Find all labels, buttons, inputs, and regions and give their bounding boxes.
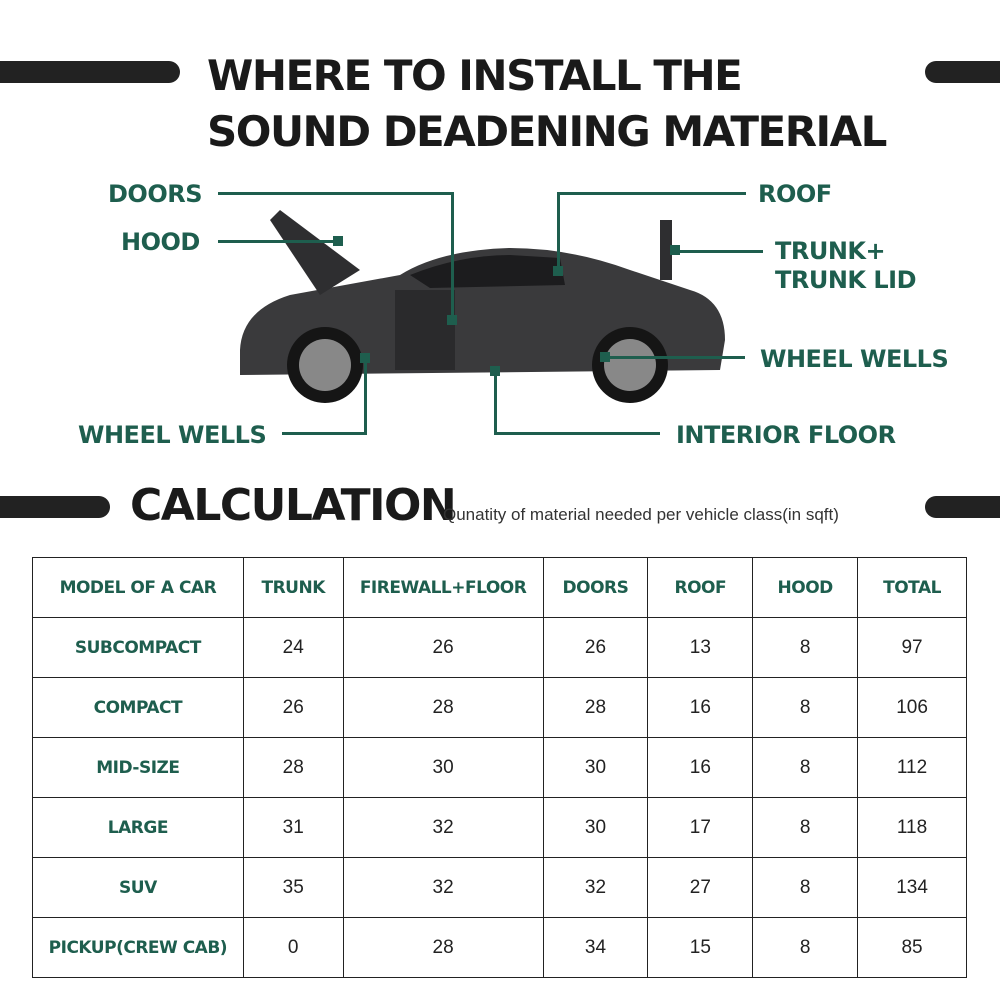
leader-line [494, 370, 497, 435]
value-cell: 35 [242, 857, 344, 918]
label-wheel-wells-left: WHEEL WELLS [78, 421, 267, 449]
table-row: PICKUP(CREW CAB) 0 28 34 15 8 85 [32, 917, 967, 978]
table-row: SUBCOMPACT 24 26 26 13 8 97 [32, 617, 967, 678]
leader-line [675, 250, 763, 253]
value-cell: 17 [647, 797, 754, 858]
value-cell: 30 [342, 737, 544, 798]
value-cell: 8 [752, 617, 859, 678]
label-trunk-lid: TRUNK LID [775, 266, 917, 294]
label-roof: ROOF [758, 180, 832, 208]
header-cell: TOTAL [857, 557, 967, 618]
value-cell: 30 [542, 797, 649, 858]
value-cell: 26 [242, 677, 344, 738]
value-cell: 34 [542, 917, 649, 978]
value-cell: 27 [647, 857, 754, 918]
value-cell: 28 [242, 737, 344, 798]
label-trunk: TRUNK+ [775, 237, 886, 265]
car-image [240, 210, 725, 403]
value-cell: 13 [647, 617, 754, 678]
marker [333, 236, 343, 246]
value-cell: 0 [242, 917, 344, 978]
model-cell: SUBCOMPACT [32, 617, 244, 678]
value-cell: 26 [542, 617, 649, 678]
calculation-subtitle: Qunatity of material needed per vehicle … [443, 505, 839, 524]
model-cell: MID-SIZE [32, 737, 244, 798]
leader-line [605, 356, 745, 359]
label-interior-floor: INTERIOR FLOOR [676, 421, 896, 449]
value-cell: 106 [857, 677, 967, 738]
value-cell: 28 [542, 677, 649, 738]
value-cell: 85 [857, 917, 967, 978]
value-cell: 26 [342, 617, 544, 678]
table-row: MID-SIZE 28 30 30 16 8 112 [32, 737, 967, 798]
value-cell: 31 [242, 797, 344, 858]
value-cell: 30 [542, 737, 649, 798]
value-cell: 8 [752, 857, 859, 918]
value-cell: 32 [342, 797, 544, 858]
leader-line [364, 358, 367, 435]
model-cell: LARGE [32, 797, 244, 858]
value-cell: 8 [752, 917, 859, 978]
decor-bar [925, 61, 1000, 83]
value-cell: 8 [752, 737, 859, 798]
header-cell: TRUNK [242, 557, 344, 618]
value-cell: 32 [342, 857, 544, 918]
leader-line [218, 240, 338, 243]
marker [553, 266, 563, 276]
header-cell: ROOF [647, 557, 754, 618]
marker [447, 315, 457, 325]
model-cell: COMPACT [32, 677, 244, 738]
table-row: LARGE 31 32 30 17 8 118 [32, 797, 967, 858]
leader-line [451, 192, 454, 320]
marker [360, 353, 370, 363]
page-title: WHERE TO INSTALL THE SOUND DEADENING MAT… [207, 51, 887, 156]
decor-bar [925, 496, 1000, 518]
material-table: MODEL OF A CAR TRUNK FIREWALL+FLOOR DOOR… [32, 557, 967, 978]
table-header-row: MODEL OF A CAR TRUNK FIREWALL+FLOOR DOOR… [32, 557, 967, 618]
marker [600, 352, 610, 362]
value-cell: 16 [647, 737, 754, 798]
decor-bar [0, 61, 180, 83]
header-cell: HOOD [752, 557, 859, 618]
header-cell: MODEL OF A CAR [32, 557, 244, 618]
model-cell: SUV [32, 857, 244, 918]
label-wheel-wells-right: WHEEL WELLS [760, 345, 949, 373]
value-cell: 28 [342, 677, 544, 738]
leader-line [557, 192, 560, 270]
value-cell: 15 [647, 917, 754, 978]
value-cell: 8 [752, 797, 859, 858]
table-row: SUV 35 32 32 27 8 134 [32, 857, 967, 918]
value-cell: 28 [342, 917, 544, 978]
value-cell: 32 [542, 857, 649, 918]
leader-line [218, 192, 453, 195]
leader-line [558, 192, 746, 195]
marker [490, 366, 500, 376]
decor-bar [0, 496, 110, 518]
header-cell: DOORS [542, 557, 649, 618]
label-doors: DOORS [108, 180, 203, 208]
label-hood: HOOD [121, 228, 200, 256]
value-cell: 24 [242, 617, 344, 678]
value-cell: 8 [752, 677, 859, 738]
model-cell: PICKUP(CREW CAB) [32, 917, 244, 978]
value-cell: 16 [647, 677, 754, 738]
table-row: COMPACT 26 28 28 16 8 106 [32, 677, 967, 738]
header-cell: FIREWALL+FLOOR [342, 557, 544, 618]
value-cell: 118 [857, 797, 967, 858]
calculation-heading: CALCULATION [130, 480, 457, 531]
marker [670, 245, 680, 255]
value-cell: 97 [857, 617, 967, 678]
value-cell: 134 [857, 857, 967, 918]
leader-line [495, 432, 660, 435]
value-cell: 112 [857, 737, 967, 798]
leader-line [282, 432, 367, 435]
